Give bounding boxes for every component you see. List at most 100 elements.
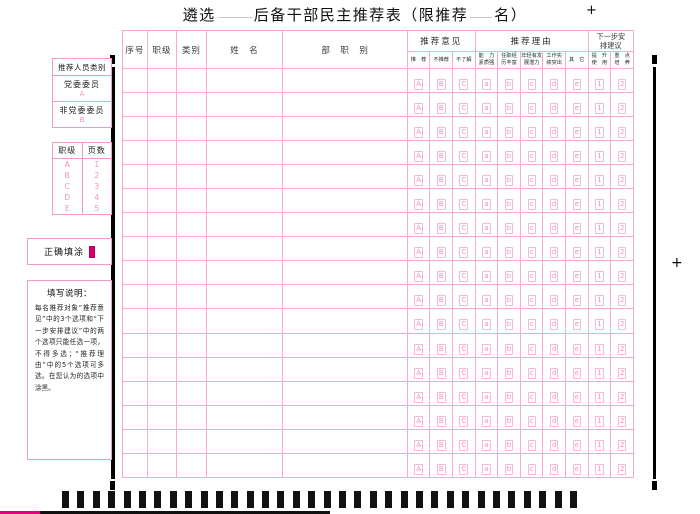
- cell-rank[interactable]: [146, 67, 178, 94]
- bubble-cell[interactable]: C: [451, 188, 476, 214]
- bubble-d[interactable]: d: [549, 391, 559, 403]
- bubble-cell[interactable]: b: [497, 284, 521, 310]
- bubble-cell[interactable]: C: [451, 67, 476, 94]
- cell-rank[interactable]: [146, 116, 178, 142]
- bubble-1[interactable]: 1: [595, 367, 604, 379]
- bubble-cell[interactable]: C: [451, 236, 476, 262]
- bubble-cell[interactable]: B: [429, 404, 453, 430]
- bubble-cell[interactable]: c: [519, 116, 544, 142]
- bubble-d[interactable]: d: [549, 127, 559, 139]
- bubble-cell[interactable]: d: [542, 260, 566, 286]
- bubble-2[interactable]: 2: [617, 271, 627, 283]
- bubble-cell[interactable]: b: [497, 140, 521, 166]
- bubble-A[interactable]: A: [414, 343, 423, 355]
- bubble-a[interactable]: a: [482, 199, 491, 211]
- bubble-d[interactable]: d: [549, 175, 559, 187]
- bubble-1[interactable]: 1: [595, 391, 604, 403]
- cell-seq[interactable]: [122, 332, 148, 358]
- bubble-d[interactable]: d: [549, 439, 559, 451]
- cell-rank[interactable]: [146, 212, 178, 238]
- cell-class[interactable]: [176, 308, 207, 334]
- bubble-cell[interactable]: e: [565, 260, 589, 286]
- bubble-cell[interactable]: B: [429, 164, 453, 190]
- bubble-C[interactable]: C: [459, 151, 469, 163]
- bubble-cell[interactable]: 2: [610, 92, 634, 118]
- bubble-c[interactable]: c: [527, 343, 536, 355]
- bubble-cell[interactable]: C: [451, 356, 476, 382]
- bubble-cell[interactable]: A: [406, 260, 431, 286]
- bubble-cell[interactable]: B: [429, 284, 453, 310]
- cell-seq[interactable]: [122, 236, 148, 262]
- cell-rank[interactable]: [146, 284, 178, 310]
- bubble-cell[interactable]: C: [451, 212, 476, 238]
- bubble-C[interactable]: C: [459, 103, 469, 115]
- cell-seq[interactable]: [122, 67, 148, 94]
- bubble-cell[interactable]: a: [474, 404, 499, 430]
- cell-seq[interactable]: [122, 380, 148, 406]
- bubble-cell[interactable]: 2: [610, 116, 634, 142]
- bubble-d[interactable]: d: [549, 343, 559, 355]
- cell-name[interactable]: [205, 236, 284, 262]
- bubble-A[interactable]: A: [414, 319, 423, 331]
- bubble-cell[interactable]: e: [565, 92, 589, 118]
- bubble-cell[interactable]: 2: [610, 284, 634, 310]
- bubble-c[interactable]: c: [527, 79, 536, 91]
- bubble-cell[interactable]: c: [519, 260, 544, 286]
- bubble-B[interactable]: B: [436, 223, 446, 235]
- bubble-cell[interactable]: a: [474, 356, 499, 382]
- cell-seq[interactable]: [122, 356, 148, 382]
- bubble-cell[interactable]: 1: [587, 212, 612, 238]
- page-bubble-1[interactable]: 2: [94, 171, 100, 180]
- bubble-2[interactable]: 2: [617, 199, 627, 211]
- bubble-A[interactable]: A: [414, 151, 423, 163]
- bubble-cell[interactable]: B: [429, 188, 453, 214]
- cell-name[interactable]: [205, 67, 284, 94]
- bubble-cell[interactable]: C: [451, 284, 476, 310]
- bubble-A[interactable]: A: [414, 199, 423, 211]
- cell-rank[interactable]: [146, 380, 178, 406]
- bubble-cell[interactable]: c: [519, 140, 544, 166]
- bubble-b[interactable]: b: [504, 391, 514, 403]
- bubble-2[interactable]: 2: [617, 223, 627, 235]
- bubble-cell[interactable]: A: [406, 212, 431, 238]
- bubble-cell[interactable]: a: [474, 212, 499, 238]
- bubble-cell[interactable]: d: [542, 356, 566, 382]
- bubble-d[interactable]: d: [549, 79, 559, 91]
- cell-post[interactable]: [282, 92, 408, 118]
- bubble-c[interactable]: c: [527, 199, 536, 211]
- bubble-C[interactable]: C: [459, 79, 469, 91]
- person-class-bubble-0[interactable]: A: [79, 90, 85, 98]
- cell-seq[interactable]: [122, 188, 148, 214]
- bubble-cell[interactable]: e: [565, 140, 589, 166]
- bubble-cell[interactable]: e: [565, 284, 589, 310]
- bubble-1[interactable]: 1: [595, 151, 604, 163]
- bubble-b[interactable]: b: [504, 223, 514, 235]
- bubble-cell[interactable]: b: [497, 380, 521, 406]
- bubble-a[interactable]: a: [482, 463, 491, 475]
- bubble-cell[interactable]: c: [519, 404, 544, 430]
- bubble-cell[interactable]: a: [474, 188, 499, 214]
- cell-class[interactable]: [176, 380, 207, 406]
- bubble-e[interactable]: e: [572, 319, 581, 331]
- bubble-cell[interactable]: c: [519, 332, 544, 358]
- bubble-cell[interactable]: B: [429, 260, 453, 286]
- bubble-cell[interactable]: b: [497, 67, 521, 94]
- bubble-1[interactable]: 1: [595, 271, 604, 283]
- page-bubble-4[interactable]: 5: [94, 204, 100, 213]
- cell-class[interactable]: [176, 356, 207, 382]
- bubble-B[interactable]: B: [436, 343, 446, 355]
- bubble-cell[interactable]: 1: [587, 428, 612, 454]
- bubble-2[interactable]: 2: [617, 295, 627, 307]
- bubble-cell[interactable]: 1: [587, 164, 612, 190]
- bubble-2[interactable]: 2: [617, 415, 627, 427]
- bubble-e[interactable]: e: [572, 295, 581, 307]
- bubble-cell[interactable]: b: [497, 452, 521, 479]
- cell-post[interactable]: [282, 404, 408, 430]
- bubble-d[interactable]: d: [549, 151, 559, 163]
- cell-class[interactable]: [176, 404, 207, 430]
- bubble-B[interactable]: B: [436, 103, 446, 115]
- bubble-2[interactable]: 2: [617, 151, 627, 163]
- bubble-A[interactable]: A: [414, 103, 423, 115]
- bubble-cell[interactable]: e: [565, 356, 589, 382]
- bubble-cell[interactable]: 2: [610, 212, 634, 238]
